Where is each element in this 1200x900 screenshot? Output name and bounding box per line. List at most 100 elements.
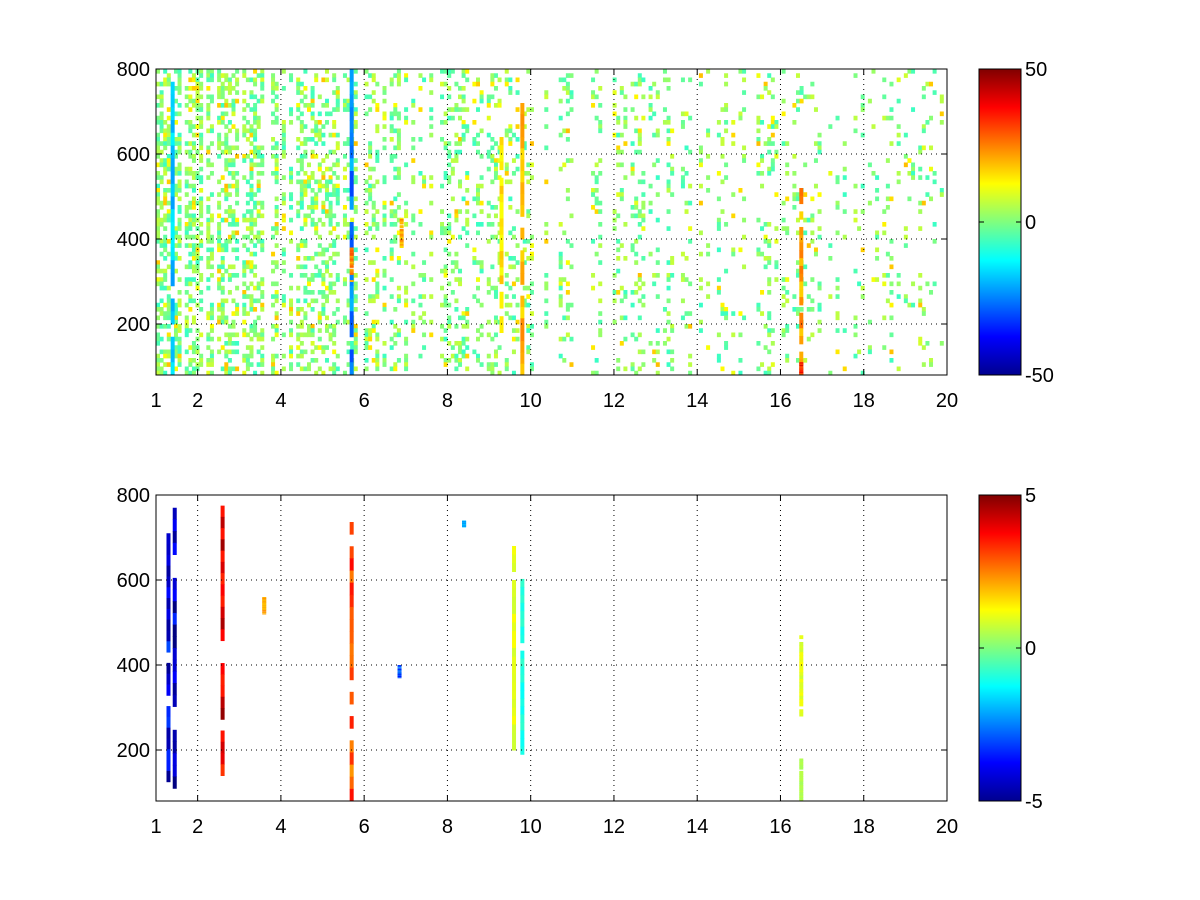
heatmap-cell <box>206 69 211 74</box>
heatmap-cell <box>450 158 455 163</box>
heatmap-cell <box>454 260 459 265</box>
heatmap-cell <box>806 294 811 299</box>
heatmap-cell <box>332 290 337 295</box>
x-tick-label: 2 <box>192 816 203 838</box>
heatmap-column-segment <box>349 196 354 210</box>
heatmap-cell <box>177 243 182 248</box>
heatmap-cell <box>321 302 326 308</box>
heatmap-cell <box>490 73 495 78</box>
heatmap-cell <box>303 183 308 189</box>
heatmap-cell <box>245 332 250 338</box>
heatmap-cell <box>885 158 890 163</box>
heatmap-cell <box>296 243 301 248</box>
heatmap-cell <box>206 94 211 100</box>
heatmap-column-segment <box>262 605 267 607</box>
heatmap-cell <box>195 285 200 291</box>
heatmap-cell <box>332 239 337 244</box>
heatmap-cell <box>220 285 225 291</box>
heatmap-column-segment <box>499 202 504 211</box>
heatmap-cell <box>368 107 373 112</box>
heatmap-cell <box>156 183 160 189</box>
heatmap-cell <box>490 137 495 142</box>
heatmap-column-segment <box>262 603 267 605</box>
heatmap-cell <box>364 209 369 214</box>
heatmap-cell <box>486 132 491 138</box>
heatmap-cell <box>666 179 671 185</box>
heatmap-cell <box>249 77 254 83</box>
heatmap-cell <box>767 328 772 333</box>
heatmap-cell <box>835 328 840 333</box>
heatmap-cell <box>335 86 340 91</box>
heatmap-cell <box>411 217 416 223</box>
heatmap-cell <box>774 277 779 282</box>
heatmap-cell <box>249 298 254 304</box>
heatmap-cell <box>666 277 671 282</box>
heatmap-column-segment <box>172 671 177 684</box>
heatmap-cell <box>465 69 470 74</box>
heatmap-cell <box>296 107 301 112</box>
heatmap-cell <box>173 166 178 172</box>
heatmap-cell <box>271 145 276 151</box>
heatmap-cell <box>206 103 211 108</box>
heatmap-cell <box>447 179 452 185</box>
heatmap-cell <box>249 158 254 163</box>
heatmap-cell <box>594 251 599 257</box>
heatmap-column-segment <box>799 777 804 781</box>
heatmap-cell <box>217 234 222 240</box>
heatmap-cell <box>235 192 240 197</box>
heatmap-cell <box>461 349 466 355</box>
heatmap-cell <box>156 307 160 312</box>
heatmap-cell <box>156 217 160 223</box>
heatmap-cell <box>184 226 189 231</box>
bottom-colorbar-gradient <box>978 494 1022 802</box>
heatmap-cell <box>195 217 200 223</box>
heatmap-cell <box>479 128 484 134</box>
heatmap-cell <box>493 175 498 180</box>
heatmap-cell <box>231 124 236 129</box>
heatmap-cell <box>166 209 171 214</box>
heatmap-cell <box>666 188 671 193</box>
heatmap-cell <box>245 200 250 206</box>
heatmap-cell <box>188 154 193 159</box>
heatmap-cell <box>217 179 222 185</box>
heatmap-cell <box>332 251 337 257</box>
heatmap-cell <box>195 243 200 248</box>
heatmap-cell <box>526 256 531 261</box>
heatmap-cell <box>918 285 923 291</box>
heatmap-cell <box>738 188 743 193</box>
heatmap-cell <box>249 302 254 308</box>
heatmap-cell <box>767 315 772 321</box>
heatmap-cell <box>612 290 617 295</box>
heatmap-column-segment <box>349 250 354 253</box>
heatmap-cell <box>461 315 466 321</box>
heatmap-cell <box>396 256 401 261</box>
heatmap-cell <box>680 111 685 117</box>
heatmap-cell <box>209 358 214 363</box>
heatmap-cell <box>889 196 894 202</box>
heatmap-cell <box>242 328 247 333</box>
heatmap-cell <box>875 256 880 261</box>
heatmap-cell <box>616 366 621 372</box>
heatmap-cell <box>742 234 747 240</box>
heatmap-cell <box>195 226 200 231</box>
heatmap-cell <box>558 264 563 270</box>
heatmap-cell <box>375 358 380 363</box>
heatmap-cell <box>594 188 599 193</box>
heatmap-cell <box>594 94 599 100</box>
heatmap-cell <box>184 370 189 376</box>
heatmap-cell <box>253 77 258 83</box>
heatmap-cell <box>364 332 369 338</box>
heatmap-cell <box>217 285 222 291</box>
heatmap-cell <box>393 154 398 159</box>
heatmap-cell <box>166 251 171 257</box>
heatmap-column-segment <box>512 724 517 734</box>
heatmap-cell <box>332 362 337 367</box>
heatmap-cell <box>231 183 236 189</box>
heatmap-cell <box>684 145 689 151</box>
heatmap-cell <box>662 328 667 333</box>
heatmap-cell <box>209 256 214 261</box>
heatmap-column-segment <box>799 652 804 656</box>
heatmap-cell <box>526 179 531 185</box>
